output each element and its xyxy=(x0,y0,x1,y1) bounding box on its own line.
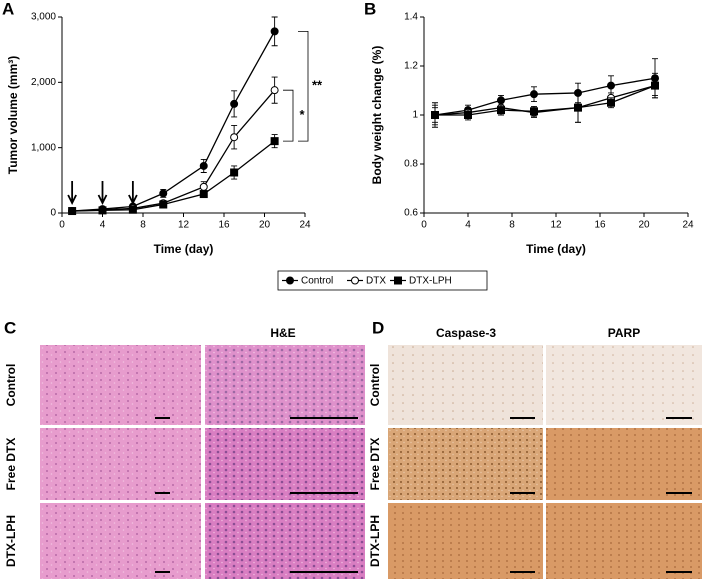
row-label: Control xyxy=(368,364,382,407)
x-tick-label: 8 xyxy=(140,220,146,231)
marker xyxy=(607,98,615,107)
micrographs xyxy=(40,345,702,579)
treatment-arrow xyxy=(97,181,108,206)
marker xyxy=(394,276,402,285)
legend-label: DTX xyxy=(366,276,386,287)
row-label: Free DTX xyxy=(4,438,18,491)
image xyxy=(205,428,365,500)
y-tick-label: 0.6 xyxy=(404,208,418,219)
panel-label: B xyxy=(364,0,376,18)
legend-box xyxy=(277,270,488,291)
y-axis-label: Body weight change (%) xyxy=(370,46,384,185)
x-tick-label: 4 xyxy=(465,220,471,231)
image xyxy=(205,503,365,579)
significance-label: * xyxy=(299,107,305,122)
significance-bracket xyxy=(298,30,309,142)
y-tick-label: 2,000 xyxy=(31,77,56,88)
y-tick-label: 3,000 xyxy=(31,12,56,23)
x-axis-label: Time (day) xyxy=(154,242,214,256)
x-tick-label: 12 xyxy=(550,220,562,231)
marker xyxy=(68,207,77,216)
y-tick-label: 0.8 xyxy=(404,159,418,170)
x-tick-label: 20 xyxy=(259,220,271,231)
x-tick-label: 8 xyxy=(509,220,515,231)
panel-label: A xyxy=(2,0,14,18)
x-tick-label: 4 xyxy=(100,220,106,231)
marker xyxy=(607,81,615,90)
y-tick-label: 0 xyxy=(50,208,56,219)
column-label: H&E xyxy=(270,326,295,340)
x-tick-label: 20 xyxy=(638,220,650,231)
image xyxy=(546,428,702,500)
panel-label: C xyxy=(4,318,16,337)
marker xyxy=(270,86,279,95)
y-tick-label: 1 xyxy=(412,110,418,121)
image xyxy=(40,428,201,500)
marker xyxy=(651,81,659,90)
image xyxy=(546,345,702,425)
marker xyxy=(497,106,505,115)
marker xyxy=(199,161,208,170)
image xyxy=(388,428,543,500)
legend-label: DTX-LPH xyxy=(409,276,452,287)
y-tick-label: 1.2 xyxy=(404,61,418,72)
y-tick-label: 1.4 xyxy=(404,12,418,23)
x-tick-label: 16 xyxy=(218,220,230,231)
x-tick-label: 0 xyxy=(421,220,427,231)
legend-label: Control xyxy=(301,276,333,287)
column-label: PARP xyxy=(608,326,640,340)
x-tick-label: 16 xyxy=(594,220,606,231)
marker xyxy=(286,276,294,285)
marker xyxy=(574,103,582,112)
significance-bracket xyxy=(283,89,294,142)
y-axis-label: Tumor volume (mm³) xyxy=(6,56,20,174)
marker xyxy=(128,205,137,214)
image xyxy=(388,503,543,579)
marker xyxy=(351,276,359,285)
marker xyxy=(98,206,107,215)
treatment-arrow xyxy=(67,181,77,206)
row-label: Control xyxy=(4,364,18,407)
panel-label: D xyxy=(372,318,384,337)
x-tick-label: 0 xyxy=(59,220,65,231)
marker xyxy=(230,168,239,177)
row-label: Free DTX xyxy=(368,438,382,491)
marker xyxy=(530,90,538,99)
y-tick-label: 1,000 xyxy=(31,142,56,153)
marker xyxy=(159,189,168,198)
column-label: Caspase-3 xyxy=(436,326,496,340)
x-tick-label: 24 xyxy=(682,220,694,231)
marker xyxy=(159,200,168,209)
image xyxy=(546,503,702,579)
x-tick-label: 12 xyxy=(178,220,190,231)
marker xyxy=(230,99,239,108)
marker xyxy=(270,27,279,36)
image xyxy=(388,345,543,425)
marker xyxy=(199,190,208,199)
image xyxy=(40,345,201,425)
row-label: DTX-LPH xyxy=(368,515,382,567)
x-axis-label: Time (day) xyxy=(526,242,586,256)
treatment-arrow xyxy=(128,181,138,206)
marker xyxy=(431,111,439,119)
marker xyxy=(230,133,239,142)
marker xyxy=(530,107,538,116)
significance-label: ** xyxy=(312,78,323,93)
marker xyxy=(270,137,279,146)
image xyxy=(205,345,365,425)
image xyxy=(40,503,201,579)
row-label: DTX-LPH xyxy=(4,515,18,567)
x-tick-label: 24 xyxy=(299,220,311,231)
marker xyxy=(464,111,472,119)
marker xyxy=(199,182,208,191)
